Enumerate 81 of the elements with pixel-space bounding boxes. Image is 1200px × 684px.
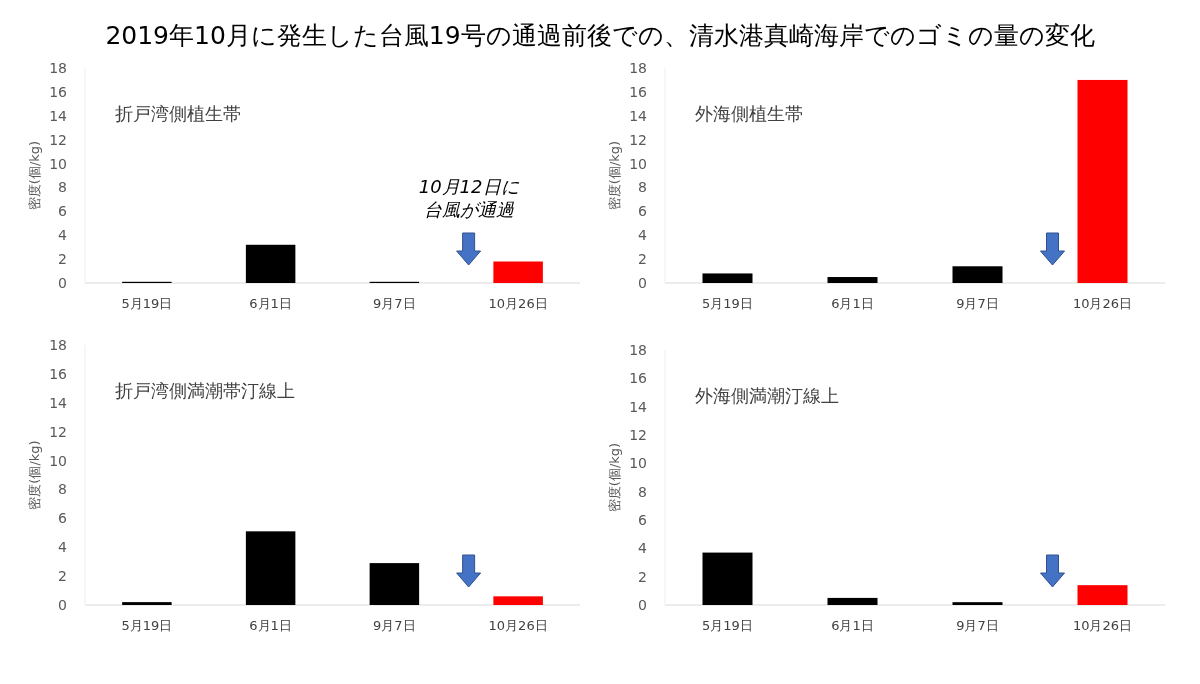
y-tick-label: 8	[58, 481, 67, 498]
y-tick-label: 0	[638, 597, 647, 613]
y-tick-label: 14	[629, 107, 648, 124]
bar	[952, 602, 1003, 605]
y-tick-label: 2	[58, 251, 67, 268]
x-tick-label: 6月1日	[249, 618, 292, 633]
y-tick-label: 18	[629, 60, 647, 76]
y-tick-label: 0	[638, 275, 647, 291]
bar	[827, 597, 878, 605]
y-tick-label: 16	[49, 365, 68, 382]
y-tick-label: 16	[629, 370, 648, 387]
y-tick-label: 10	[629, 455, 647, 472]
x-tick-label: 9月7日	[373, 296, 416, 311]
bar	[702, 273, 753, 283]
text: 折戸湾側満潮帯汀線上	[115, 380, 295, 401]
bar	[245, 244, 296, 283]
y-axis-title: 密度(個/kg)	[27, 440, 42, 510]
y-tick-label: 18	[49, 60, 67, 76]
y-tick-label: 8	[638, 179, 647, 196]
bar	[702, 552, 753, 605]
y-tick-label: 16	[629, 83, 648, 100]
x-tick-label: 10月26日	[1072, 296, 1133, 311]
y-tick-label: 14	[49, 107, 68, 124]
x-tick-label: 10月26日	[488, 618, 548, 633]
annotation: 10月12日に	[418, 176, 520, 197]
y-tick-label: 12	[49, 131, 67, 148]
chart-title: 2019年10月に発生した台風19号の通過前後での、清水港真崎海岸でのゴミの量の変化	[105, 21, 1095, 50]
x-tick-label: 10月26日	[1072, 618, 1133, 633]
y-tick-label: 10	[49, 452, 67, 469]
bar	[493, 596, 543, 605]
y-tick-label: 2	[638, 568, 647, 585]
bar	[1077, 585, 1128, 605]
x-tick-label: 5月19日	[121, 618, 173, 633]
y-tick-label: 4	[638, 540, 648, 557]
y-tick-label: 4	[58, 539, 68, 556]
y-tick-label: 4	[58, 227, 68, 244]
y-tick-label: 18	[629, 342, 647, 358]
y-tick-label: 2	[58, 568, 67, 585]
y-tick-label: 14	[49, 394, 68, 411]
bar	[952, 266, 1003, 283]
x-tick-label: 5月19日	[702, 296, 753, 311]
y-tick-label: 8	[58, 179, 67, 196]
x-tick-label: 9月7日	[373, 618, 416, 633]
x-tick-label: 5月19日	[121, 296, 173, 311]
y-axis-title: 密度(個/kg)	[607, 442, 622, 513]
text: 折戸湾側植生帯	[115, 103, 241, 124]
bar	[493, 261, 543, 283]
y-tick-label: 8	[638, 483, 647, 500]
x-tick-label: 6月1日	[831, 618, 874, 633]
y-tick-label: 10	[629, 155, 647, 172]
y-tick-label: 6	[58, 203, 68, 220]
y-tick-label: 6	[58, 510, 68, 527]
x-tick-label: 10月26日	[488, 296, 548, 311]
y-tick-label: 6	[638, 512, 648, 528]
bar	[245, 531, 296, 605]
y-tick-label: 10	[49, 155, 67, 172]
y-tick-label: 0	[58, 597, 67, 613]
x-tick-label: 5月19日	[702, 618, 753, 633]
y-tick-label: 14	[629, 398, 648, 415]
y-tick-label: 12	[629, 131, 647, 148]
x-tick-label: 9月7日	[956, 618, 999, 633]
text: 外海側植生帯	[695, 103, 803, 124]
y-tick-label: 16	[49, 83, 68, 100]
text: 外海側満潮汀線上	[695, 385, 839, 406]
y-tick-label: 6	[638, 203, 648, 220]
bar	[122, 602, 172, 605]
y-axis-title: 密度(個/kg)	[27, 140, 42, 211]
y-tick-label: 18	[49, 337, 67, 353]
x-tick-label: 6月1日	[249, 296, 292, 311]
bar	[827, 277, 878, 283]
x-tick-label: 6月1日	[831, 296, 874, 311]
y-axis-title: 密度(個/kg)	[607, 140, 622, 211]
y-tick-label: 2	[638, 251, 647, 268]
bar	[369, 563, 420, 605]
x-tick-label: 9月7日	[956, 296, 999, 311]
annotation: 台風が通過	[423, 199, 515, 220]
bar	[1077, 79, 1128, 283]
y-tick-label: 12	[629, 427, 647, 443]
y-tick-label: 0	[58, 275, 67, 291]
y-tick-label: 12	[49, 423, 67, 440]
y-tick-label: 4	[638, 227, 648, 244]
